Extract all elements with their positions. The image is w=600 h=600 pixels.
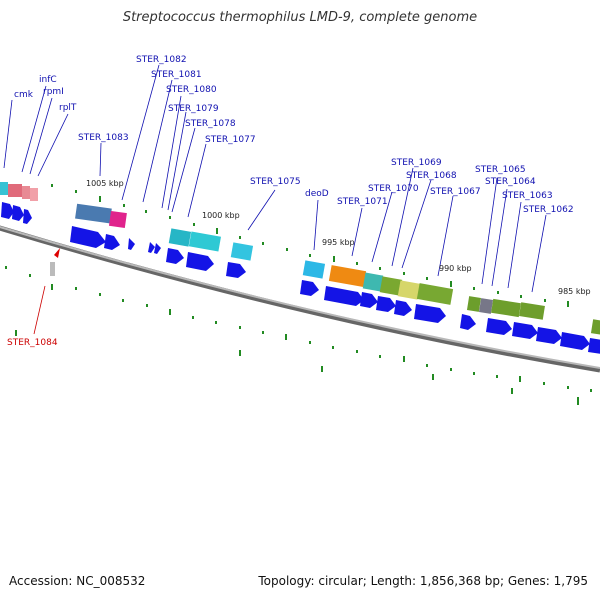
gene-label-rplT[interactable]: rplT (59, 103, 77, 113)
feature-block (0, 182, 8, 195)
gene-label-rpmI[interactable]: rpmI (43, 87, 64, 97)
feature-block (397, 280, 421, 300)
gene-label-ster-1065[interactable]: STER_1065 (475, 165, 526, 175)
feature-block (302, 260, 326, 279)
cds-arrow (588, 338, 600, 354)
feature-block (230, 242, 254, 261)
cds-track (1, 202, 600, 354)
feature-block (590, 319, 600, 335)
feature-block (30, 188, 38, 201)
feature-block (379, 276, 403, 296)
gene-label-ster-1083[interactable]: STER_1083 (78, 133, 129, 143)
genome-summary-text: Topology: circular; Length: 1,856,368 bp… (258, 574, 588, 588)
cds-arrow (360, 292, 378, 308)
cds-arrow (460, 314, 476, 330)
feature-block (22, 186, 30, 199)
tick-label-1005: 1005 kbp (86, 179, 124, 188)
gene-label-ster-1064[interactable]: STER_1064 (485, 177, 536, 187)
inner-ruler-ticks (5, 266, 592, 405)
cds-arrow (128, 238, 135, 250)
cds-arrow (394, 300, 412, 316)
highlight-marker (54, 248, 60, 258)
accession-text: Accession: NC_008532 (9, 574, 146, 588)
gene-label-ster-1077[interactable]: STER_1077 (205, 135, 256, 145)
feature-block (362, 272, 384, 292)
feature-block (8, 184, 22, 197)
gene-label-ster-1070[interactable]: STER_1070 (368, 184, 419, 194)
gene-label-ster-1068[interactable]: STER_1068 (406, 171, 457, 181)
gene-label-ster-1069[interactable]: STER_1069 (391, 158, 442, 168)
gene-label-ster-1062[interactable]: STER_1062 (523, 205, 574, 215)
gene-label-ster-1084[interactable]: STER_1084 (7, 338, 58, 348)
feature-block (416, 283, 454, 305)
feature-block (478, 298, 494, 314)
cds-arrow (70, 226, 106, 248)
cds-arrow (186, 252, 214, 271)
map-title: Streptococcus thermophilus LMD-9, comple… (122, 10, 478, 25)
gene-label-ster-1063[interactable]: STER_1063 (502, 191, 553, 201)
gene-label-ster-1080[interactable]: STER_1080 (166, 85, 217, 95)
tick-label-985: 985 kbp (558, 287, 591, 296)
tick-label-995: 995 kbp (322, 238, 355, 247)
connector-lines (3, 64, 547, 335)
gene-label-ster-1075[interactable]: STER_1075 (250, 177, 301, 187)
gene-label-ster-1079[interactable]: STER_1079 (168, 104, 219, 114)
cds-arrow (300, 280, 319, 296)
cds-arrow (324, 286, 364, 306)
feature-block (50, 262, 55, 276)
gene-label-ster-1081[interactable]: STER_1081 (151, 70, 202, 80)
tick-label-1000: 1000 kbp (202, 211, 240, 220)
feature-track (0, 182, 600, 335)
gene-label-infC[interactable]: infC (39, 75, 57, 85)
feature-block (168, 228, 192, 247)
cds-arrow (512, 322, 538, 339)
gene-label-ster-1082[interactable]: STER_1082 (136, 55, 187, 65)
feature-block (491, 298, 521, 318)
cds-arrow (536, 327, 562, 344)
feature-block (75, 203, 112, 224)
cds-arrow (12, 205, 24, 221)
cds-arrow (486, 318, 512, 335)
genome-backbone-highlight (0, 225, 600, 369)
cds-arrow (1, 202, 14, 219)
cds-arrow (226, 262, 246, 278)
cds-arrow (104, 234, 120, 250)
feature-block (466, 296, 482, 312)
cds-arrow (376, 296, 396, 312)
feature-block (108, 210, 127, 229)
gene-label-ster-1071[interactable]: STER_1071 (337, 197, 388, 207)
cds-arrow (23, 209, 32, 224)
cds-arrow (154, 243, 161, 254)
cds-arrow (148, 242, 155, 253)
ruler-ticks (51, 184, 569, 307)
gene-label-cmk[interactable]: cmk (14, 90, 34, 100)
gene-label-ster-1067[interactable]: STER_1067 (430, 187, 481, 197)
tick-label-990: 990 kbp (439, 264, 472, 273)
feature-block (188, 231, 221, 252)
cds-arrow (414, 304, 446, 323)
gene-label-deoD[interactable]: deoD (305, 189, 329, 199)
genome-backbone (0, 225, 600, 373)
cds-arrow (560, 332, 590, 350)
cds-arrow (166, 248, 184, 264)
gene-labels: cmk infC rpmI rplT STER_1082 STER_1081 S… (7, 55, 574, 348)
gene-label-ster-1078[interactable]: STER_1078 (185, 119, 236, 129)
feature-block (328, 265, 367, 288)
feature-block (519, 302, 545, 320)
